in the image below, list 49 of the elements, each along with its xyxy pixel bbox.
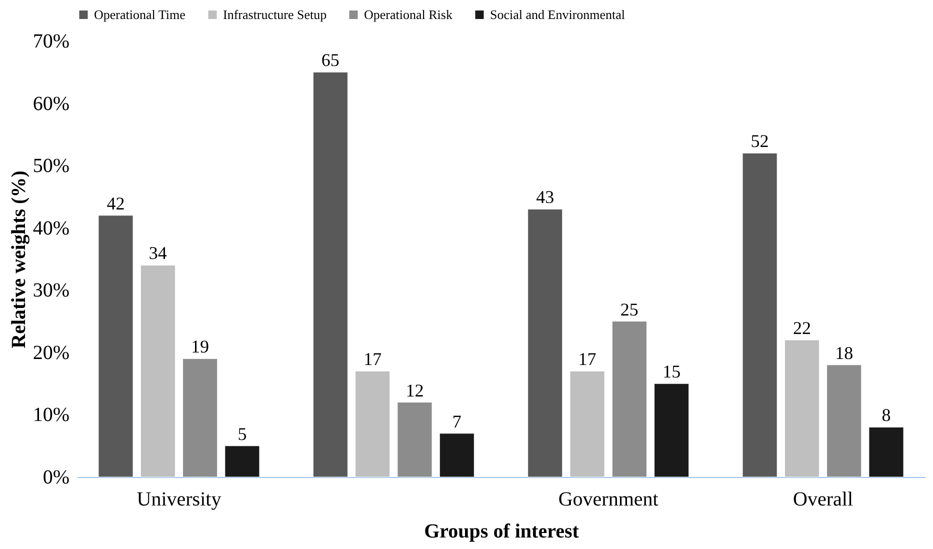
- data-label: 5: [238, 424, 247, 444]
- x-axis-title: Groups of interest: [424, 520, 580, 542]
- data-label: 19: [191, 336, 210, 357]
- bar: [528, 208, 563, 478]
- bar: [826, 364, 862, 478]
- bar: [98, 215, 134, 478]
- bar: [570, 370, 605, 478]
- data-label: 15: [662, 362, 681, 382]
- bar: [140, 264, 176, 478]
- bar: [182, 358, 218, 478]
- data-label: 65: [321, 50, 340, 70]
- bar: [355, 370, 390, 478]
- data-label: 17: [364, 349, 382, 370]
- y-tick-label: 60%: [32, 92, 70, 115]
- data-label: 17: [578, 349, 596, 370]
- data-label: 34: [148, 243, 167, 264]
- y-axis-title: Relative weights (%): [8, 170, 30, 348]
- data-label: 42: [106, 193, 125, 214]
- y-tick-label: 70%: [32, 30, 70, 52]
- data-label: 22: [792, 318, 811, 338]
- data-label: 7: [452, 411, 462, 432]
- y-tick-label: 40%: [32, 217, 70, 240]
- bar: [868, 426, 904, 478]
- y-tick-label: 10%: [32, 404, 70, 426]
- data-label: 52: [750, 131, 769, 152]
- data-label: 18: [835, 342, 854, 363]
- legend-label: Infrastructure Setup: [223, 6, 327, 22]
- y-tick-label: 50%: [32, 155, 70, 178]
- bar: [439, 433, 474, 478]
- y-tick-label: 20%: [32, 342, 70, 364]
- data-label: 8: [882, 405, 891, 426]
- bar: [654, 383, 690, 478]
- bar: [397, 402, 432, 478]
- y-tick-label: 0%: [42, 466, 70, 488]
- x-tick-label: Overall: [793, 488, 854, 510]
- legend-label: Operational Risk: [364, 6, 453, 22]
- bar: [784, 340, 820, 478]
- bar: [742, 152, 778, 478]
- legend-label: Operational Time: [94, 6, 186, 22]
- bar: [312, 72, 348, 478]
- legend-label: Social and Environmental: [490, 6, 626, 22]
- x-tick-label: University: [136, 488, 222, 510]
- data-label: 25: [620, 299, 638, 320]
- bar: [612, 321, 647, 478]
- bar: [224, 446, 260, 478]
- data-label: 12: [406, 380, 424, 400]
- data-label: 43: [536, 187, 554, 208]
- y-tick-label: 30%: [32, 280, 70, 302]
- x-tick-label: Government: [558, 488, 659, 510]
